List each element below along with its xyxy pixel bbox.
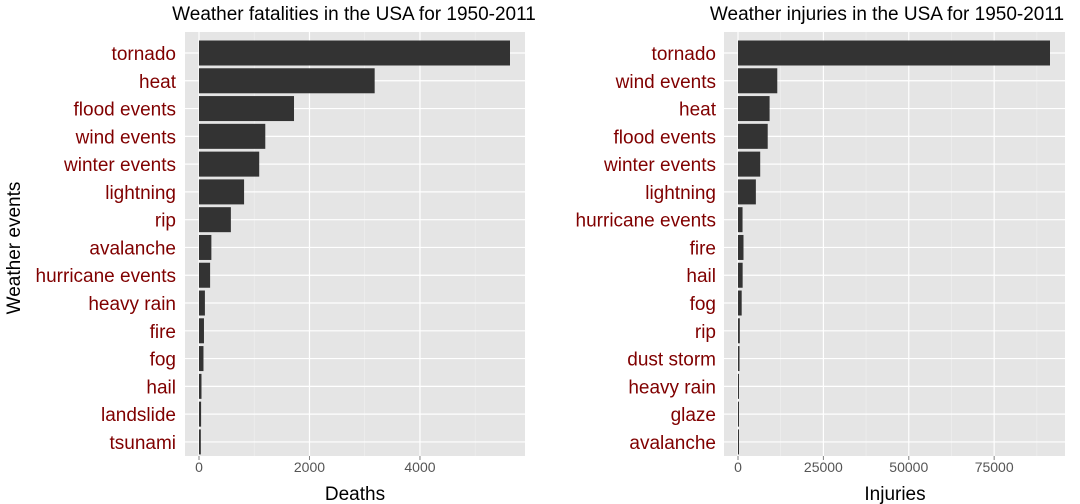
- category-label: lightning: [645, 183, 716, 204]
- gridlines: [724, 32, 1065, 456]
- bar-flood-events: [199, 96, 295, 122]
- bar-heat: [738, 96, 770, 122]
- bar-fog: [738, 290, 742, 316]
- bar-tornado: [738, 40, 1050, 66]
- bar-heavy-rain: [199, 290, 205, 316]
- bar-wind-events: [199, 123, 266, 149]
- category-label: fire: [690, 238, 716, 259]
- bar-winter-events: [199, 151, 260, 177]
- bar-rip: [738, 318, 740, 344]
- x-tick-label: 75000: [975, 459, 1014, 475]
- x-tick-labels: 0 2000 4000: [195, 456, 436, 475]
- x-tick-labels: 0 25000 50000 75000: [734, 456, 1014, 475]
- category-label: rip: [155, 211, 176, 232]
- category-label: flood events: [74, 100, 176, 121]
- bar-hail: [199, 373, 202, 399]
- bar-dust-storm: [738, 346, 740, 372]
- category-label: dust storm: [627, 350, 716, 371]
- category-label: winter events: [63, 155, 176, 176]
- bar-lightning: [199, 179, 245, 205]
- category-label: heavy rain: [628, 377, 716, 398]
- plot-background: [185, 32, 525, 456]
- x-tick-label: 4000: [404, 459, 435, 475]
- category-label: avalanche: [629, 433, 716, 454]
- x-axis-title: Deaths: [325, 484, 385, 504]
- bar-hurricane-events: [199, 262, 211, 288]
- bar-lightning: [738, 179, 756, 205]
- category-label: winter events: [603, 155, 716, 176]
- bar-winter-events: [738, 151, 761, 177]
- bar-tsunami: [199, 429, 201, 455]
- category-label: tornado: [652, 44, 716, 65]
- y-axis-title: Weather events: [4, 182, 25, 315]
- category-label: wind events: [75, 127, 176, 148]
- category-labels: tornado wind events heat flood events winter…: [576, 44, 717, 454]
- category-label: fire: [150, 322, 176, 343]
- category-label: landslide: [101, 405, 176, 426]
- x-tick-label: 25000: [804, 459, 843, 475]
- category-label: heavy rain: [88, 294, 176, 315]
- chart-title: Weather injuries in the USA for 1950-201…: [710, 4, 1064, 25]
- category-label: wind events: [615, 72, 716, 93]
- bar-avalanche: [738, 429, 739, 455]
- bar-fog: [199, 346, 204, 372]
- bar-flood-events: [738, 123, 768, 149]
- category-label: flood events: [614, 127, 716, 148]
- bar-fire: [738, 234, 744, 260]
- category-label: hail: [686, 266, 716, 287]
- category-label: lightning: [105, 183, 176, 204]
- bars: [738, 40, 1050, 455]
- category-label: glaze: [671, 405, 716, 426]
- category-label: fog: [150, 350, 176, 371]
- bar-fire: [199, 318, 204, 344]
- chart-panel-injuries: Weather injuries in the USA for 1950-201…: [576, 4, 1065, 504]
- bar-landslide: [199, 401, 202, 427]
- bar-heavy-rain: [738, 373, 739, 399]
- category-label: tsunami: [109, 433, 176, 454]
- bar-glaze: [738, 401, 739, 427]
- category-label: heat: [139, 72, 177, 93]
- category-label: tornado: [112, 44, 176, 65]
- bar-tornado: [199, 40, 510, 66]
- plot-background: [724, 32, 1065, 456]
- chart-title: Weather fatalities in the USA for 1950-2…: [172, 4, 536, 25]
- x-tick-label: 0: [734, 459, 742, 475]
- chart-panel-fatalities: Weather fatalities in the USA for 1950-2…: [36, 4, 536, 504]
- category-label: hurricane events: [576, 211, 716, 232]
- category-label: hail: [146, 377, 176, 398]
- x-axis-title: Injuries: [864, 484, 925, 504]
- bar-hail: [738, 262, 743, 288]
- bars: [199, 40, 510, 455]
- category-label: hurricane events: [36, 266, 176, 287]
- bar-avalanche: [199, 234, 212, 260]
- category-labels: tornado heat flood events wind events winter…: [36, 44, 177, 454]
- bar-rip: [199, 207, 231, 233]
- bar-wind-events: [738, 68, 778, 94]
- category-label: rip: [695, 322, 716, 343]
- bar-hurricane-events: [738, 207, 743, 233]
- category-label: fog: [690, 294, 716, 315]
- category-label: avalanche: [89, 238, 176, 259]
- category-label: heat: [679, 100, 717, 121]
- x-tick-label: 2000: [294, 459, 325, 475]
- x-tick-label: 50000: [889, 459, 928, 475]
- x-tick-label: 0: [195, 459, 203, 475]
- bar-heat: [199, 68, 375, 94]
